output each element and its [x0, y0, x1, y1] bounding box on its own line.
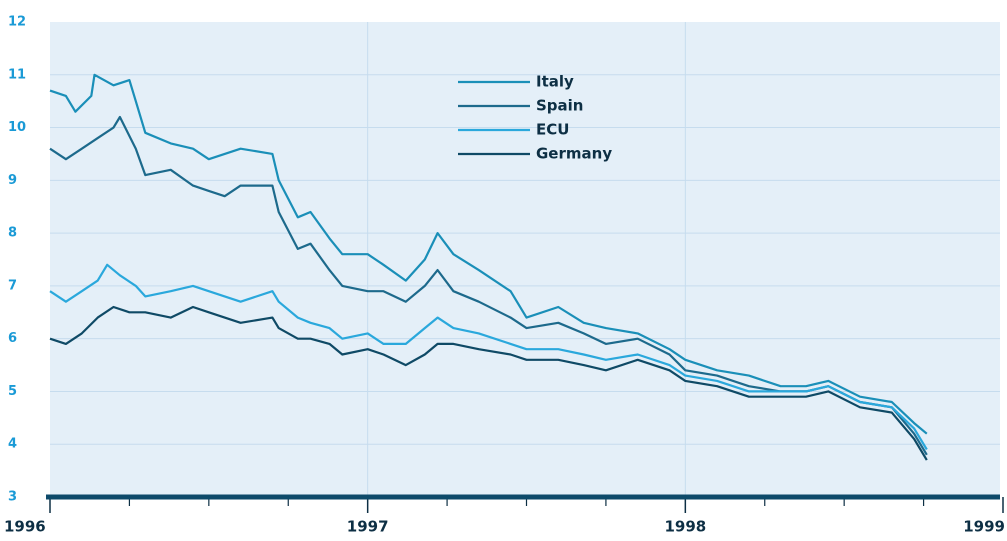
x-tick-label: 1997 — [347, 518, 389, 536]
x-tick-label: 1998 — [664, 518, 706, 536]
y-tick-label: 11 — [8, 67, 26, 82]
x-tick-label: 1999 — [963, 518, 1005, 536]
y-tick-label: 6 — [8, 331, 17, 346]
x-tick-label: 1996 — [4, 518, 46, 536]
y-tick-label: 7 — [8, 278, 17, 293]
y-tick-label: 5 — [8, 384, 17, 399]
legend-label: Italy — [536, 73, 574, 91]
line-series — [49, 115, 928, 456]
y-tick-label: 10 — [8, 120, 26, 135]
line-series — [49, 263, 928, 451]
legend-label: Germany — [536, 145, 612, 163]
y-tick-label: 9 — [8, 173, 17, 188]
y-tick-label: 8 — [8, 226, 17, 241]
y-tick-label: 12 — [8, 15, 26, 30]
y-tick-label: 4 — [8, 437, 17, 452]
plot-background — [50, 22, 1000, 497]
y-tick-label: 3 — [8, 490, 17, 505]
line-series — [49, 305, 928, 461]
legend-label: Spain — [536, 97, 583, 115]
line-series — [49, 73, 928, 435]
legend-label: ECU — [536, 121, 569, 139]
